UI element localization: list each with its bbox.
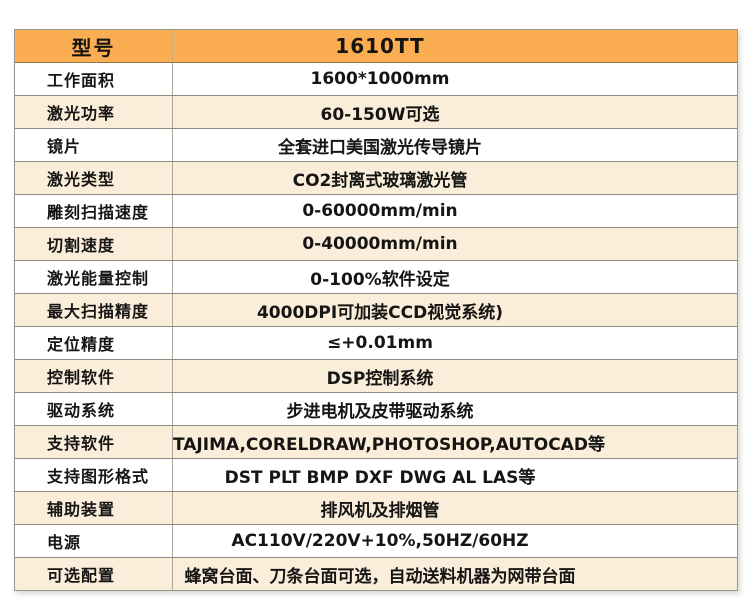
table-row: 镜片 全套进口美国激光传导镜片 [15,128,737,161]
spec-value: TAJIMA,CORELDRAW,PHOTOSHOP,AUTOCAD等 [173,434,605,455]
spec-value: 0-60000mm/min [302,201,458,221]
table-row: 支持软件 TAJIMA,CORELDRAW,PHOTOSHOP,AUTOCAD等 [15,425,737,458]
spec-table: 型号 1610TT 工作面积 1600*1000mm 激光功率 60-150W可选镜片… [14,29,738,591]
spec-label: 驱动系统 [15,393,173,425]
table-header-row: 型号 1610TT [15,30,737,63]
header-model-label: 型号 [15,30,173,62]
spec-value: 步进电机及皮带驱动系统 [286,401,474,422]
spec-label: 最大扫描精度 [15,294,173,326]
spec-value: AC110V/220V+10%,50HZ/60HZ [231,531,529,551]
table-row: 激光能量控制 0-100%软件设定 [15,260,737,293]
table-row: 最大扫描精度 4000DPI可加装CCD视觉系统) [15,293,737,326]
table-row: 工作面积 1600*1000mm [15,63,737,95]
table-row: 支持图形格式 DST PLT BMP DXF DWG AL LAS等 [15,458,737,491]
spec-value: 蜂窝台面、刀条台面可选，自动送料机器为网带台面 [184,566,576,587]
table-row: 定位精度 ≤+0.01mm [15,326,737,359]
spec-label: 辅助装置 [15,492,173,524]
spec-label: 工作面积 [15,63,173,95]
table-body: 工作面积 1600*1000mm 激光功率 60-150W可选镜片 全套进口美国激光传导… [15,63,737,590]
spec-label: 激光功率 [15,96,173,128]
header-model-value: 1610TT [335,34,425,58]
spec-value: DST PLT BMP DXF DWG AL LAS等 [224,467,536,488]
spec-value: 全套进口美国激光传导镜片 [278,137,482,158]
spec-label: 支持图形格式 [15,459,173,491]
spec-label: 可选配置 [15,558,173,590]
table-row: 切割速度 0-40000mm/min [15,227,737,260]
spec-value: 4000DPI可加装CCD视觉系统) [256,302,504,323]
spec-value: 1600*1000mm [310,69,450,89]
spec-label: 激光能量控制 [15,261,173,293]
spec-label: 雕刻扫描速度 [15,195,173,227]
table-row: 辅助装置 排风机及排烟管 [15,491,737,524]
table-row: 激光类型 CO2封离式玻璃激光管 [15,161,737,194]
table-row: 驱动系统 步进电机及皮带驱动系统 [15,392,737,425]
table-row: 雕刻扫描速度 0-60000mm/min [15,194,737,227]
spec-label: 电源 [15,525,173,557]
spec-label: 激光类型 [15,162,173,194]
spec-value: 0-40000mm/min [302,234,458,254]
spec-label: 镜片 [15,129,173,161]
table-row: 激光功率 60-150W可选 [15,95,737,128]
spec-value: DSP控制系统 [326,368,434,389]
spec-value: ≤+0.01mm [327,333,433,353]
table-row: 可选配置 蜂窝台面、刀条台面可选，自动送料机器为网带台面 [15,557,737,590]
spec-value: 排风机及排烟管 [320,500,440,521]
spec-value: 0-100%软件设定 [310,269,450,290]
spec-value: 60-150W可选 [320,104,440,125]
spec-label: 切割速度 [15,228,173,260]
table-row: 电源 AC110V/220V+10%,50HZ/60HZ [15,524,737,557]
spec-label: 支持软件 [15,426,173,458]
spec-label: 控制软件 [15,360,173,392]
table-row: 控制软件 DSP控制系统 [15,359,737,392]
spec-label: 定位精度 [15,327,173,359]
spec-value: CO2封离式玻璃激光管 [292,170,468,191]
